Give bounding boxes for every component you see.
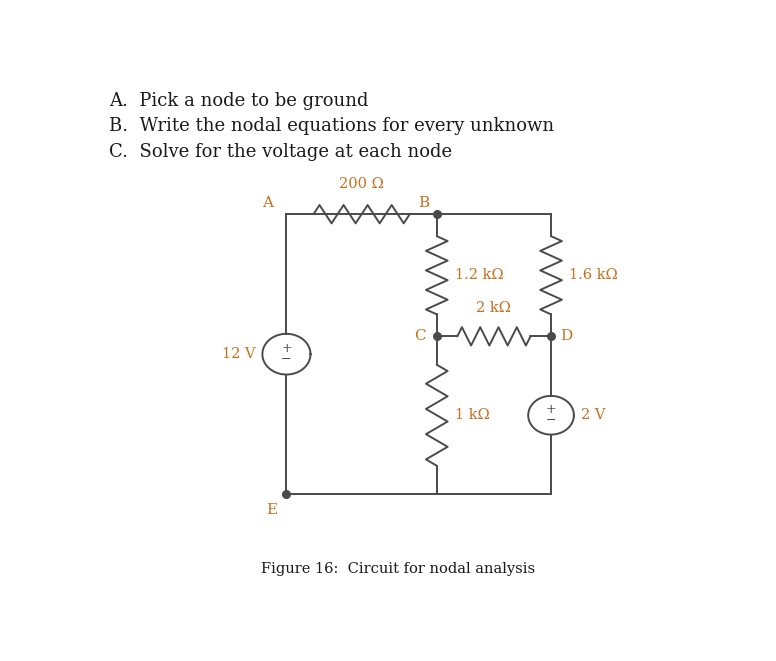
- Text: +: +: [546, 403, 556, 416]
- Text: C: C: [414, 329, 426, 343]
- Text: 2 kΩ: 2 kΩ: [476, 301, 511, 315]
- Text: +: +: [281, 342, 292, 355]
- Text: 200 Ω: 200 Ω: [339, 177, 384, 191]
- Text: A: A: [262, 196, 273, 210]
- Text: D: D: [560, 329, 573, 343]
- Text: E: E: [266, 503, 277, 518]
- Text: −: −: [546, 414, 556, 427]
- Text: Figure 16:  Circuit for nodal analysis: Figure 16: Circuit for nodal analysis: [261, 562, 535, 576]
- Text: C.  Solve for the voltage at each node: C. Solve for the voltage at each node: [109, 143, 452, 161]
- Text: A.  Pick a node to be ground: A. Pick a node to be ground: [109, 92, 369, 110]
- Text: 1 kΩ: 1 kΩ: [455, 408, 490, 422]
- Text: −: −: [281, 354, 292, 366]
- Text: 1.6 kΩ: 1.6 kΩ: [569, 268, 618, 282]
- Text: B: B: [418, 196, 430, 210]
- Text: 2 V: 2 V: [581, 408, 605, 422]
- Text: 12 V: 12 V: [221, 347, 255, 361]
- Text: B.  Write the nodal equations for every unknown: B. Write the nodal equations for every u…: [109, 118, 554, 136]
- Text: 1.2 kΩ: 1.2 kΩ: [455, 268, 504, 282]
